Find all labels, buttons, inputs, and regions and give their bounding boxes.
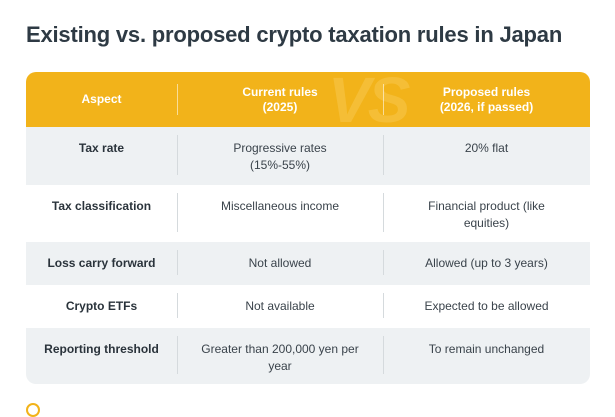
column-divider [383, 84, 384, 115]
row-proposed: 20% flat [383, 127, 590, 185]
row-current-text: Progressive rates (15%-55%) [233, 141, 327, 172]
column-divider [383, 135, 384, 175]
table-header: VS Aspect Current rules (2025) Proposed … [26, 72, 590, 132]
row-aspect: Tax rate [78, 141, 125, 155]
row-current: Greater than 200,000 yen per year [177, 328, 383, 384]
table-row: Tax rate Progressive rates (15%-55%) 20%… [26, 127, 590, 185]
column-divider [383, 293, 384, 318]
column-divider [177, 193, 178, 232]
table-row: Reporting threshold Greater than 200,000… [26, 328, 590, 384]
row-aspect: Tax classification [51, 199, 152, 213]
table-row: Tax classification Miscellaneous income … [26, 185, 590, 242]
row-current-text: Miscellaneous income [220, 199, 340, 213]
column-divider [177, 250, 178, 275]
row-proposed-text: To remain unchanged [428, 342, 545, 356]
row-aspect: Crypto ETFs [65, 299, 138, 313]
comparison-table: VS Aspect Current rules (2025) Proposed … [26, 72, 590, 384]
row-current: Not available [177, 285, 383, 328]
header-proposed-year: (2026, if passed) [439, 99, 534, 114]
column-divider [177, 293, 178, 318]
row-aspect: Reporting threshold [44, 342, 159, 356]
row-proposed: To remain unchanged [383, 328, 590, 384]
column-divider [177, 336, 178, 374]
header-proposed: Proposed rules (2026, if passed) [383, 72, 590, 127]
header-current-label: Current rules [242, 84, 318, 99]
brand-logo-icon [26, 403, 40, 417]
header-current-year: (2025) [262, 99, 298, 114]
row-current: Progressive rates (15%-55%) [177, 127, 383, 185]
table-row: Loss carry forward Not allowed Allowed (… [26, 242, 590, 285]
header-current: Current rules (2025) [177, 72, 383, 127]
header-aspect-label: Aspect [81, 92, 122, 106]
column-divider [177, 135, 178, 175]
row-current-text: Not allowed [248, 256, 312, 270]
column-divider [177, 84, 178, 115]
column-divider [383, 336, 384, 374]
column-divider [383, 250, 384, 275]
row-proposed-text: Allowed (up to 3 years) [425, 256, 548, 270]
column-divider [383, 193, 384, 232]
row-current: Not allowed [177, 242, 383, 285]
row-current: Miscellaneous income [177, 185, 383, 242]
table-row: Crypto ETFs Not available Expected to be… [26, 285, 590, 328]
row-proposed-text: Financial product (like equities) [428, 199, 545, 230]
page-title: Existing vs. proposed crypto taxation ru… [26, 22, 563, 47]
row-proposed: Allowed (up to 3 years) [383, 242, 590, 285]
row-proposed: Financial product (like equities) [383, 185, 590, 242]
row-aspect: Loss carry forward [47, 256, 156, 270]
header-proposed-label: Proposed rules [442, 84, 531, 99]
row-proposed-text: Expected to be allowed [424, 299, 549, 313]
row-proposed-text: 20% flat [464, 141, 509, 155]
row-current-text: Greater than 200,000 yen per year [201, 342, 359, 373]
row-proposed: Expected to be allowed [383, 285, 590, 328]
row-current-text: Not available [245, 299, 315, 313]
header-aspect: Aspect [26, 72, 177, 127]
